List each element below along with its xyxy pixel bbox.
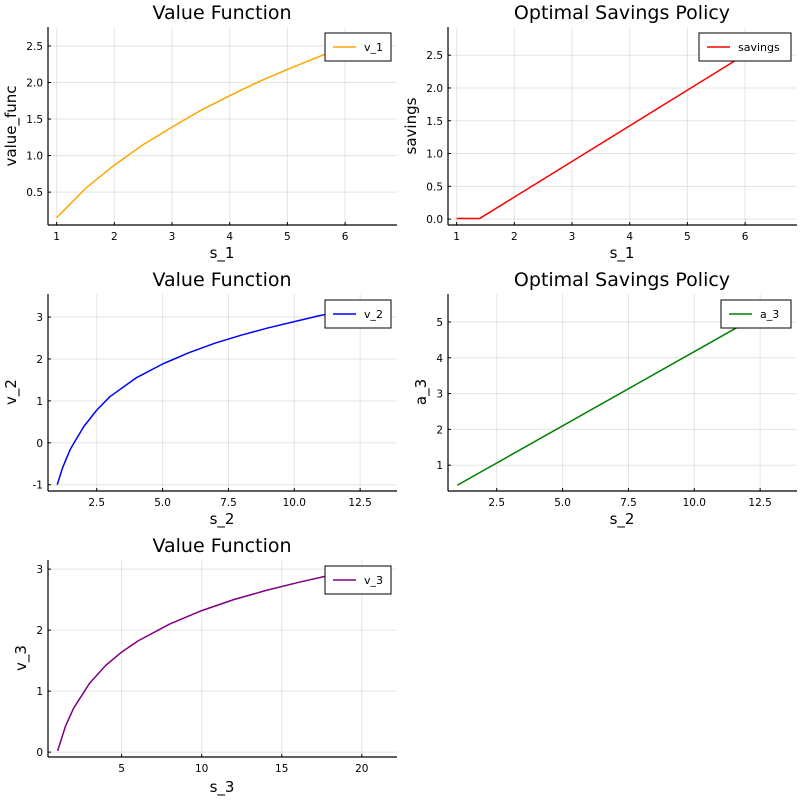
series-line-v-3 [56, 574, 330, 752]
legend: savings [698, 32, 792, 62]
subplot-3: 2.5 5.0 7.5 10.0 12.5 -1 0 1 2 3 Value Function s_2… [2, 269, 397, 529]
chart-title: Optimal Savings Policy [514, 2, 730, 24]
x-tick-label: 3 [169, 231, 176, 243]
x-axis-label: s_3 [210, 778, 235, 797]
x-tick-label: 7.5 [220, 497, 237, 509]
subplot-1: 1 2 3 4 5 6 0.5 1.0 1.5 2.0 2.5 Value Function s_1 va… [2, 2, 397, 263]
y-tick-label: 3 [36, 564, 43, 576]
x-tick-label: 20 [355, 763, 368, 775]
x-tick-label: 5 [118, 763, 125, 775]
y-tick-label: 1.5 [426, 116, 443, 128]
y-tick-label: 2 [36, 625, 43, 637]
x-axis-label: s_2 [210, 510, 235, 529]
x-tick-label: 10.0 [283, 497, 306, 509]
y-tick-label: 4 [436, 353, 443, 365]
legend: v_3 [324, 565, 392, 595]
x-tick-label: 5.0 [154, 497, 171, 509]
subplot-4: 2.5 5.0 7.5 10.0 12.5 1 2 3 4 5 Optimal Savings Po… [412, 269, 797, 529]
x-tick-label: 5 [684, 231, 691, 243]
legend: v_1 [324, 32, 392, 62]
y-tick-label: 1.0 [26, 151, 43, 163]
x-tick-label: 12.5 [748, 497, 771, 509]
subplot-2: 1 2 3 4 5 6 0.0 0.5 1.0 1.5 2.0 2.5 Optimal Savings … [402, 2, 797, 263]
series-line-a-3 [456, 321, 748, 486]
x-tick-label: 6 [742, 231, 749, 243]
x-tick-label: 5 [284, 231, 291, 243]
chart-title: Value Function [152, 269, 291, 291]
series-line-savings [456, 53, 746, 220]
y-tick-label: 2 [36, 354, 43, 366]
y-tick-label: 1.5 [26, 114, 43, 126]
x-tick-label: 4 [226, 231, 233, 243]
y-axis-label: v_2 [2, 379, 21, 405]
x-axis-label: s_1 [210, 244, 235, 263]
y-tick-label: 1 [436, 460, 443, 472]
x-tick-label: 6 [342, 231, 349, 243]
x-tick-label: 12.5 [348, 497, 371, 509]
y-tick-label: 1 [36, 396, 43, 408]
y-axis-label: a_3 [412, 379, 431, 405]
y-tick-label: 1.0 [426, 149, 443, 161]
x-tick-label: 2 [111, 231, 118, 243]
x-tick-label: 2 [511, 231, 518, 243]
legend: a_3 [720, 299, 792, 329]
x-tick-label: 7.5 [620, 497, 637, 509]
subplot-5: 5 10 15 20 0 1 2 3 Value Function s_3 v_3 v_3 [12, 535, 397, 797]
y-tick-label: 2.0 [426, 83, 443, 95]
x-axis-label: s_2 [610, 510, 635, 529]
series-line-v-2 [56, 310, 348, 485]
y-axis-label: v_3 [12, 645, 31, 671]
y-tick-label: 0.5 [26, 187, 43, 199]
legend-label: savings [738, 41, 780, 54]
y-tick-label: 1 [36, 686, 43, 698]
x-axis-label: s_1 [610, 244, 635, 263]
chart-title: Optimal Savings Policy [514, 269, 730, 291]
x-tick-label: 10 [195, 763, 208, 775]
x-tick-label: 10.0 [683, 497, 706, 509]
x-tick-label: 1 [453, 231, 460, 243]
y-tick-label: 2.5 [26, 41, 43, 53]
legend-label: a_3 [760, 308, 779, 321]
legend-label: v_3 [364, 574, 383, 587]
x-tick-label: 3 [569, 231, 576, 243]
chart-title: Value Function [152, 535, 291, 557]
chart-title: Value Function [152, 2, 291, 24]
x-tick-label: 15 [275, 763, 288, 775]
x-tick-label: 2.5 [88, 497, 105, 509]
y-tick-label: 0 [36, 747, 43, 759]
x-tick-label: 5.0 [554, 497, 571, 509]
y-tick-label: 2.5 [426, 50, 443, 62]
legend: v_2 [324, 299, 392, 329]
y-tick-label: 2.0 [26, 78, 43, 90]
y-tick-label: 3 [436, 389, 443, 401]
y-tick-label: 0 [36, 438, 43, 450]
y-tick-label: 0.5 [426, 181, 443, 193]
series-line-v-1 [56, 46, 346, 219]
legend-label: v_2 [364, 308, 383, 321]
y-axis-label: value_func [2, 85, 21, 166]
y-tick-label: 5 [436, 317, 443, 329]
x-tick-label: 4 [626, 231, 633, 243]
y-tick-label: 2 [436, 424, 443, 436]
x-tick-label: 1 [53, 231, 60, 243]
legend-label: v_1 [364, 41, 383, 54]
x-tick-label: 2.5 [488, 497, 505, 509]
y-tick-label: 0.0 [426, 214, 443, 226]
y-axis-label: savings [402, 97, 420, 154]
y-tick-label: 3 [36, 312, 43, 324]
y-tick-label: -1 [33, 480, 43, 492]
